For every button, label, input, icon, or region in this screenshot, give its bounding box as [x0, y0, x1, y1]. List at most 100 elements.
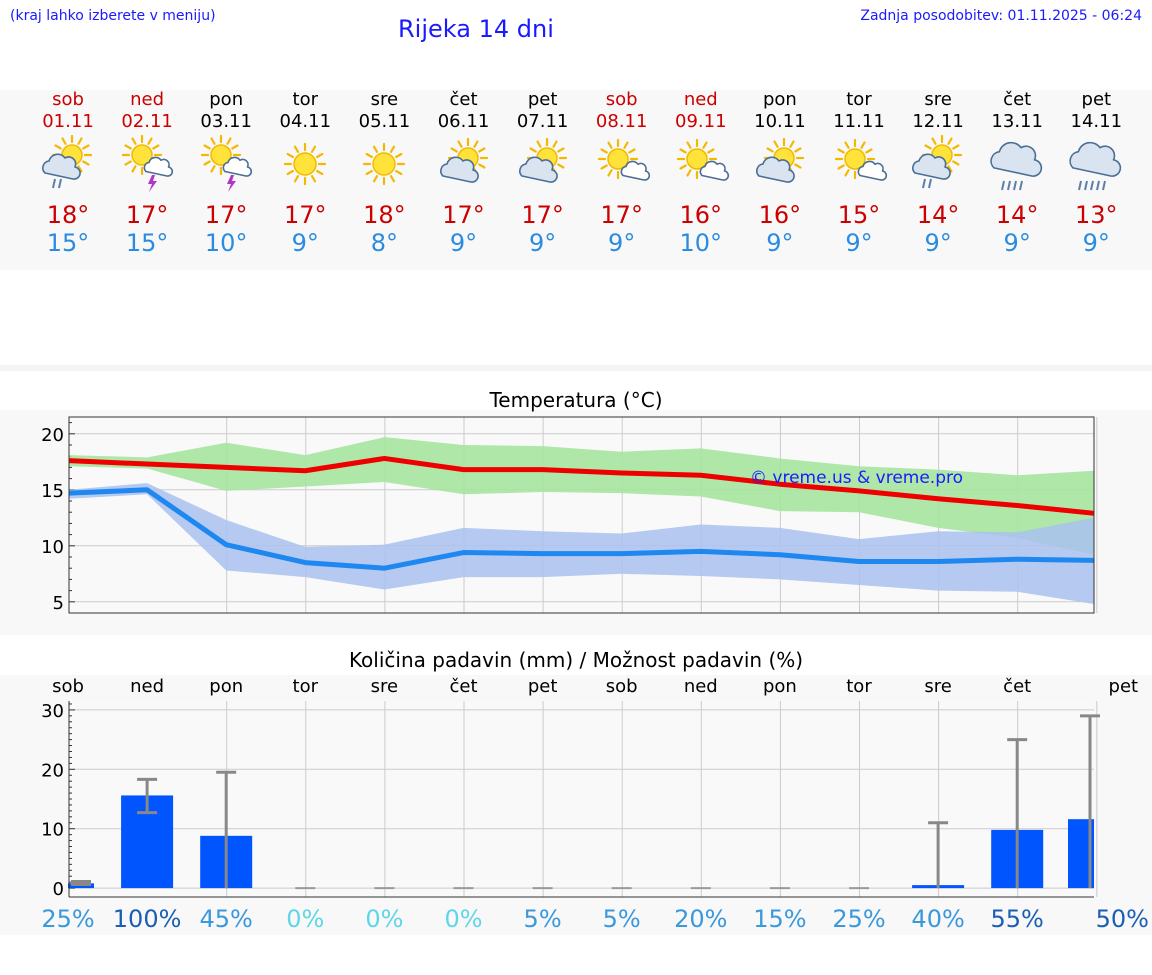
x-day-label: pet [1109, 676, 1139, 697]
forecast-strip [0, 90, 1152, 270]
day-date: 10.11 [754, 111, 806, 132]
min-temp: 9° [608, 229, 636, 257]
x-day-label: sob [52, 676, 84, 697]
max-temp: 17° [204, 201, 248, 229]
day-date: 02.11 [121, 111, 173, 132]
day-name: sob [52, 89, 84, 110]
max-temp: 18° [363, 201, 406, 229]
day-name: čet [449, 89, 478, 110]
day-name: pet [527, 89, 558, 110]
precip-probability: 55% [991, 905, 1044, 933]
day-column: sre 05.11 18° 8° [344, 89, 424, 257]
precip-probability: 20% [674, 905, 727, 933]
precip-probability: 0% [365, 905, 403, 933]
day-column: ned 02.11 17° 15° [107, 89, 187, 257]
sun-small-cloud-icon [676, 138, 729, 181]
precip-probability: 40% [911, 905, 964, 933]
min-temp: 9° [528, 229, 557, 257]
day-name: sre [370, 89, 399, 110]
precip-probability: 45% [200, 905, 253, 933]
min-temp: 9° [924, 229, 952, 257]
day-column: pet 14.11 13° 9° [1056, 89, 1136, 257]
sun-icon [284, 142, 327, 186]
min-temp: 10° [679, 229, 723, 257]
cloud-rain-icon [990, 141, 1043, 191]
sun-cloud-rain-icon [912, 135, 963, 189]
max-temp: 17° [284, 201, 327, 229]
x-day-label: sre [371, 676, 398, 697]
day-column: pon 10.11 16° 9° [740, 89, 820, 257]
day-name: čet [1003, 89, 1032, 110]
min-temp: 9° [766, 229, 794, 257]
day-column: ned 09.11 16° 10° [661, 89, 741, 257]
y-tick-label: 15 [41, 481, 64, 502]
x-day-label: pon [209, 676, 243, 697]
y-tick-label: 10 [41, 537, 64, 558]
precip-probability: 25% [41, 905, 94, 933]
min-temp: 9° [845, 229, 873, 257]
min-temp: 9° [1082, 229, 1110, 257]
day-date: 12.11 [912, 111, 964, 132]
day-date: 13.11 [991, 111, 1043, 132]
max-temp: 17° [600, 201, 643, 229]
menu-hint: (kraj lahko izberete v meniju) [10, 8, 216, 24]
day-column: sob 08.11 17° 9° [582, 89, 662, 257]
day-column: pet 07.11 17° 9° [503, 89, 583, 257]
max-temp: 13° [1075, 201, 1118, 229]
y-tick-label: 20 [41, 425, 64, 446]
sun-cloud-icon [518, 137, 567, 183]
max-temp: 16° [758, 201, 802, 229]
min-temp: 9° [449, 229, 478, 257]
day-date: 03.11 [200, 111, 252, 132]
cloud-heavy-rain-icon [1069, 141, 1122, 191]
x-day-label: tor [846, 676, 872, 697]
day-date: 11.11 [833, 111, 885, 132]
max-temp: 14° [916, 201, 960, 229]
y-tick-label: 30 [41, 701, 64, 722]
day-date: 14.11 [1070, 111, 1123, 132]
precipitation-chart: sob ned pon tor sre čet pet sob ned pon tor sre čet p… [41, 676, 1149, 933]
max-temp: 17° [442, 201, 485, 229]
precip-probability: 25% [832, 905, 885, 933]
precip-chart-title: Količina padavin (mm) / Možnost padavin … [348, 648, 804, 672]
max-temp: 18° [46, 201, 90, 229]
sun-cloud-icon [439, 137, 488, 183]
watermark: © vreme.us & vreme.pro [750, 468, 963, 488]
min-temp: 9° [291, 229, 319, 257]
day-column: čet 06.11 17° 9° [424, 89, 504, 257]
day-name: sob [605, 89, 638, 110]
y-tick-label: 5 [53, 593, 64, 614]
precip-probability: 15% [753, 905, 806, 933]
day-name: sre [924, 89, 952, 110]
precip-probability: 100% [113, 905, 182, 933]
sun-icon [363, 142, 406, 186]
x-day-label: sre [924, 676, 951, 697]
x-day-label: tor [293, 676, 319, 697]
sun-cloud-storm-icon [121, 135, 174, 192]
divider [0, 365, 1152, 371]
day-column: tor 04.11 17° 9° [265, 89, 345, 257]
max-temp: 17° [521, 201, 564, 229]
y-tick-label: 0 [53, 879, 64, 900]
day-date: 08.11 [595, 111, 648, 132]
day-name: ned [683, 89, 718, 110]
min-temp: 15° [125, 229, 169, 257]
day-name: tor [292, 89, 319, 110]
y-tick-label: 10 [41, 820, 64, 841]
day-date: 01.11 [42, 111, 94, 132]
precip-probability: 50% [1096, 905, 1149, 933]
day-column: tor 11.11 15° 9° [819, 89, 899, 257]
min-range-band [69, 483, 1094, 605]
day-date: 06.11 [437, 111, 490, 132]
day-name: tor [846, 89, 872, 110]
x-day-label: ned [684, 676, 718, 697]
day-date: 05.11 [358, 111, 411, 132]
plot-frame [68, 416, 1095, 614]
sun-cloud-rain-icon [42, 135, 93, 189]
y-tick-label: 20 [41, 760, 64, 781]
last-updated: Zadnja posodobitev: 01.11.2025 - 06:24 [860, 8, 1142, 24]
day-date: 07.11 [516, 111, 569, 132]
precip-probability: 0% [286, 905, 324, 933]
day-column: čet 13.11 14° 9° [977, 89, 1057, 257]
day-date: 09.11 [675, 111, 727, 132]
